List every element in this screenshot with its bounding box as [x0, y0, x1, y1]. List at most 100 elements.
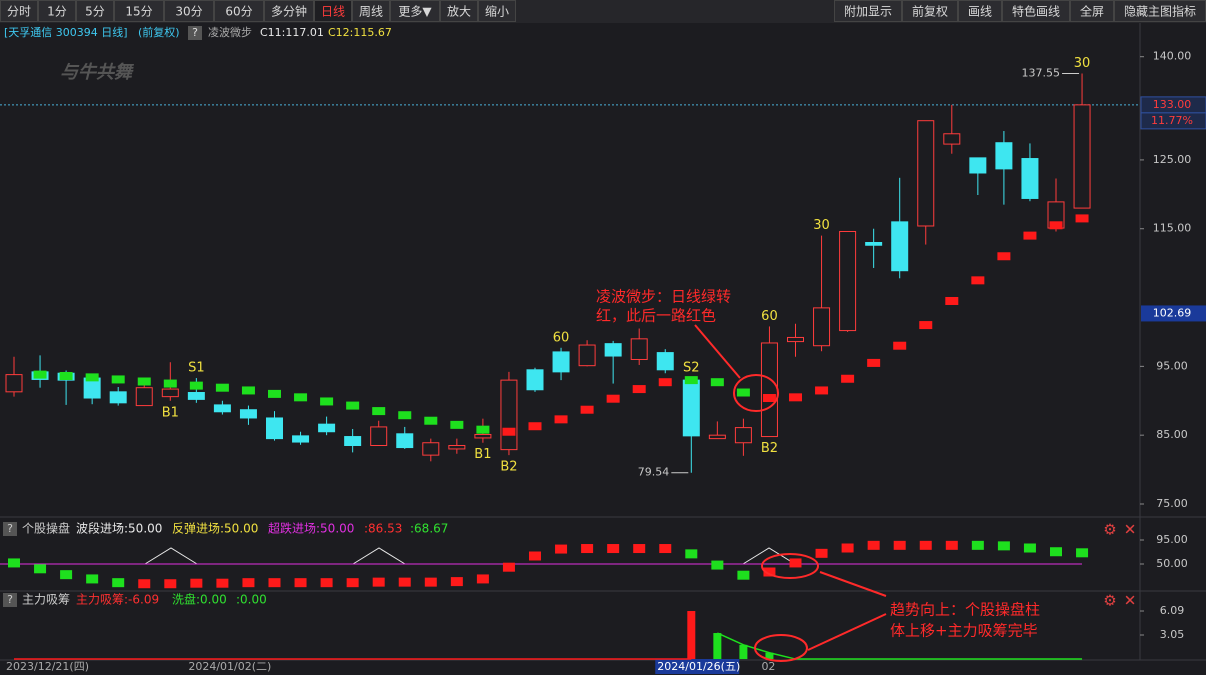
signal-label: S1	[188, 361, 205, 376]
candle-body	[734, 427, 752, 444]
last-price-label: 133.00	[1153, 98, 1192, 111]
candle-body	[474, 433, 492, 439]
indicator-line	[717, 632, 1083, 660]
toolbar-label[interactable]: 1分	[47, 5, 67, 19]
toolbar-label[interactable]: 特色画线	[1012, 4, 1060, 19]
x-tick-label: 02	[761, 660, 775, 673]
y-tick-label: 6.09	[1160, 604, 1185, 617]
step-marker	[997, 252, 1011, 261]
help-box[interactable]	[3, 593, 17, 607]
y-tick-label: 50.00	[1156, 557, 1188, 570]
indicator-block	[997, 541, 1010, 551]
toolbar-label[interactable]: 日线	[321, 5, 345, 19]
toolbar-label[interactable]: 附加显示	[844, 5, 892, 19]
toolbar-label[interactable]: 隐藏主图指标	[1124, 4, 1196, 19]
signal-label: 60	[761, 309, 778, 324]
y-tick-label: 140.00	[1153, 50, 1192, 63]
toolbar-label[interactable]: 多分钟	[271, 4, 307, 19]
indicator-block	[685, 549, 698, 559]
toolbar-button[interactable]	[352, 0, 390, 22]
candle-body	[292, 435, 310, 443]
toolbar-button[interactable]	[440, 0, 478, 22]
help[interactable]: ?	[192, 26, 198, 39]
toolbar-button[interactable]	[958, 0, 1002, 22]
help-box[interactable]	[188, 26, 202, 40]
step-marker	[476, 425, 490, 434]
close-icon[interactable]: ✕	[1124, 592, 1137, 610]
toolbar-button[interactable]	[164, 0, 214, 22]
extreme-label: 79.54	[638, 466, 670, 479]
cursor-price-label: 102.69	[1153, 306, 1192, 319]
indicator-bar	[739, 644, 748, 660]
toolbar-label[interactable]: 30分	[175, 5, 202, 19]
toolbar-label[interactable]: 周线	[359, 5, 383, 19]
toolbar-button[interactable]	[478, 0, 516, 22]
candle-body	[630, 338, 648, 360]
settings-icon[interactable]: ⚙	[1103, 592, 1116, 610]
toolbar-button[interactable]	[214, 0, 264, 22]
trend-shape	[352, 547, 406, 565]
toolbar-button[interactable]	[834, 0, 902, 22]
step-marker	[684, 376, 698, 385]
toolbar-label[interactable]: 缩小	[485, 4, 509, 19]
toolbar-label[interactable]: 5分	[85, 5, 105, 19]
toolbar-label[interactable]: 画线	[968, 5, 992, 19]
toolbar-button[interactable]	[902, 0, 958, 22]
indicator-block	[242, 578, 255, 588]
indicator-block	[86, 574, 99, 584]
candle-body	[917, 120, 935, 227]
indicator-block	[555, 544, 568, 554]
step-marker	[1049, 221, 1063, 230]
help-box[interactable]	[3, 522, 17, 536]
legend-item: 主力吸筹:-6.09	[76, 593, 159, 607]
toolbar-button[interactable]	[0, 0, 38, 22]
indicator-block	[476, 574, 489, 584]
toolbar-label[interactable]: 15分	[125, 5, 152, 19]
toolbar-button[interactable]	[76, 0, 114, 22]
toolbar-button[interactable]	[390, 0, 440, 22]
signal-label: S2	[683, 361, 700, 376]
toolbar-button[interactable]	[314, 0, 352, 22]
toolbar-label[interactable]: 放大	[447, 4, 471, 19]
toolbar-label[interactable]: 全屏	[1080, 4, 1104, 19]
indicator-block	[112, 578, 125, 588]
candle-body	[135, 387, 153, 407]
toolbar-label[interactable]: 分时	[7, 5, 31, 19]
toolbar-label[interactable]: 前复权	[912, 4, 948, 19]
step-marker	[1075, 214, 1089, 223]
annotation-arrow	[694, 324, 741, 379]
watermark: 与牛共舞	[60, 62, 135, 83]
step-marker	[841, 374, 855, 383]
help[interactable]: ?	[7, 522, 13, 535]
toolbar-button[interactable]	[264, 0, 314, 22]
settings-icon[interactable]: ⚙	[1103, 521, 1116, 539]
indicator-bar	[765, 652, 774, 660]
signal-label: B1	[474, 447, 491, 462]
indicator-block	[8, 558, 20, 568]
annotation-circle	[761, 553, 819, 579]
toolbar-button[interactable]	[114, 0, 164, 22]
toolbar-label[interactable]: 更多▼	[398, 5, 432, 19]
step-marker	[215, 383, 229, 392]
annotation: 凌波微步：日线绿转	[596, 288, 731, 306]
indicator-block	[607, 544, 620, 554]
candle-body	[1021, 158, 1039, 199]
change-box	[1140, 112, 1206, 130]
toolbar-label[interactable]: 60分	[225, 5, 252, 19]
candle-body	[318, 423, 336, 433]
step-marker	[919, 321, 933, 330]
help[interactable]: ?	[7, 593, 13, 606]
step-marker	[815, 386, 829, 395]
toolbar-button[interactable]	[1070, 0, 1114, 22]
toolbar-button[interactable]	[1002, 0, 1070, 22]
indicator-block	[659, 544, 672, 554]
toolbar-button[interactable]	[38, 0, 76, 22]
indicator-block	[1050, 547, 1062, 557]
legend-item: 超跌进场:50.00	[268, 521, 354, 536]
indicator-block	[633, 544, 646, 554]
indicator-block	[945, 540, 958, 550]
signal-label: 60	[553, 330, 570, 345]
candle-body	[344, 436, 362, 446]
y-tick-label: 75.00	[1156, 497, 1188, 510]
close-icon[interactable]: ✕	[1124, 521, 1137, 539]
